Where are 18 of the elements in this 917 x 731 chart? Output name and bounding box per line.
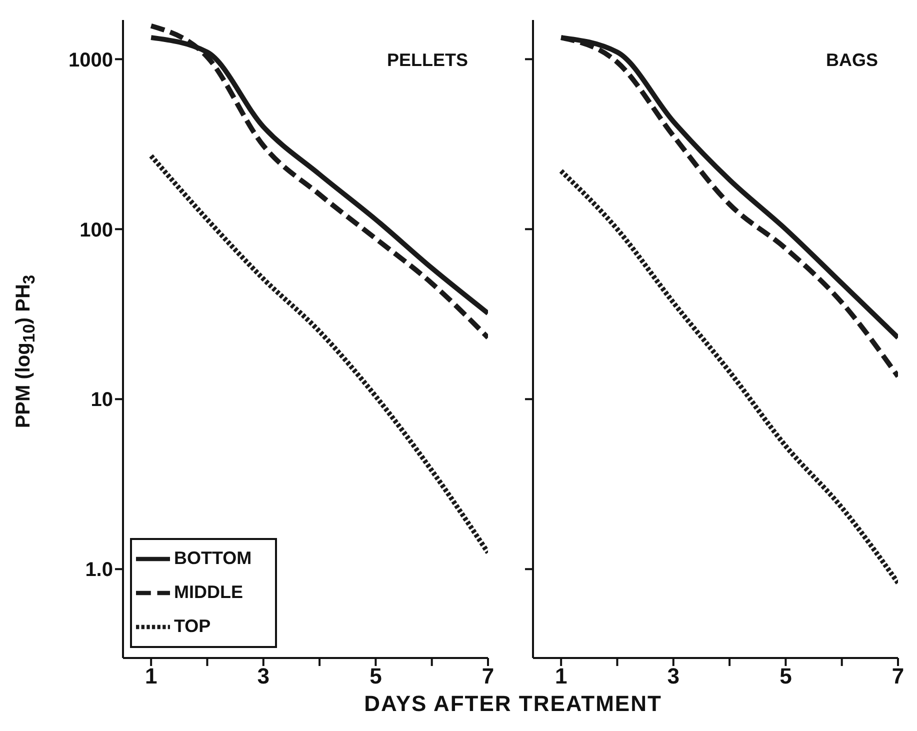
x-tick-label: 5: [780, 664, 792, 689]
y-tick-label: 10: [90, 389, 113, 412]
x-tick-label: 1: [144, 664, 158, 689]
y-tick-label: 100: [80, 219, 113, 242]
x-tick-label: 7: [892, 664, 904, 689]
y-tick-label: 1.0: [85, 559, 113, 582]
text: PELLETS: [386, 50, 468, 71]
x-tick-label: 1: [554, 664, 568, 689]
x-tick-label: 5: [370, 664, 382, 689]
text: BAGS: [826, 50, 878, 71]
x-axis-title: DAYS AFTER TREATMENT: [363, 691, 663, 717]
x-tick-label: 3: [667, 664, 680, 689]
legend-label: MIDDLE: [174, 582, 243, 602]
legend-label: BOTTOM: [174, 548, 252, 568]
legend-label: TOP: [174, 616, 211, 636]
y-tick-label: 1000: [68, 49, 113, 72]
x-tick-label: 3: [257, 664, 270, 689]
x-tick-label: 7: [482, 664, 494, 689]
